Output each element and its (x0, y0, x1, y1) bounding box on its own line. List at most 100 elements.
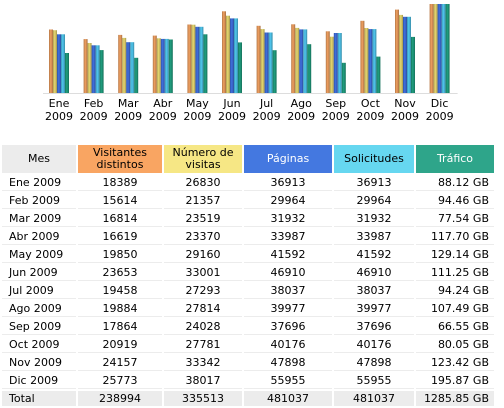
bar-nov-series-1 (395, 9, 399, 94)
bar-dic-series-2 (433, 4, 438, 93)
bar-feb-series-1 (83, 39, 88, 93)
bar-ene-series-4 (61, 34, 65, 93)
hits-cell: 46910 (334, 265, 414, 281)
hits-cell: 41592 (334, 247, 414, 263)
x-tick-month-label: Abr (153, 97, 173, 110)
table-row: Nov 2009 24157 33342 47898 47898 123.42 GB (2, 355, 494, 371)
x-tick-month-label: Oct (361, 97, 381, 110)
x-tick-year-label: 2009 (426, 110, 454, 123)
bar-oct-series-4 (372, 29, 377, 94)
bar-ago-series-1 (291, 24, 296, 93)
bar-ago-series-5 (307, 44, 312, 93)
bar-mar-series-3 (126, 42, 131, 93)
month-cell: Jul 2009 (2, 283, 76, 299)
bar-mar-series-2 (122, 37, 127, 93)
x-tick-month-label: Jun (222, 97, 240, 110)
x-tick-year-label: 2009 (218, 110, 246, 123)
header-visitors: Visitantes distintos (78, 145, 162, 173)
table-total-row: Total 238994 335513 481037 481037 1285.8… (2, 391, 494, 406)
x-tick-month-label: Mar (118, 97, 139, 110)
bandwidth-cell: 111.25 GB (416, 265, 494, 281)
bar-oct-series-5 (376, 56, 381, 93)
hits-cell: 39977 (334, 301, 414, 317)
visitors-cell: 15614 (78, 193, 162, 209)
visitors-cell: 19850 (78, 247, 162, 263)
visits-cell: 27293 (164, 283, 242, 299)
hits-cell: 33987 (334, 229, 414, 245)
month-cell: Dic 2009 (2, 373, 76, 389)
visits-cell: 26830 (164, 175, 242, 191)
bandwidth-cell: 94.24 GB (416, 283, 494, 299)
visits-cell: 24028 (164, 319, 242, 335)
bar-abr-series-4 (164, 38, 169, 93)
table-row: Sep 2009 17864 24028 37696 37696 66.55 GB (2, 319, 494, 335)
bar-abr-series-1 (152, 35, 157, 93)
visits-cell: 23370 (164, 229, 242, 245)
bar-may-series-2 (191, 24, 196, 94)
x-tick-month-label: May (186, 97, 209, 110)
visits-cell: 27781 (164, 337, 242, 353)
x-tick-year-label: 2009 (80, 110, 108, 123)
visits-cell: 33342 (164, 355, 242, 371)
bar-abr-series-3 (160, 38, 165, 93)
bar-oct-series-1 (360, 20, 365, 93)
bar-sep-series-3 (333, 33, 338, 93)
x-tick-month-label: Feb (84, 97, 103, 110)
visitors-cell: 19458 (78, 283, 162, 299)
bar-may-series-1 (187, 24, 192, 93)
bar-dic-series-4 (441, 4, 446, 93)
bandwidth-cell: 117.70 GB (416, 229, 494, 245)
header-pages: Páginas (244, 145, 332, 173)
pages-cell: 47898 (244, 355, 332, 371)
bar-sep-series-5 (341, 62, 346, 93)
month-cell: Jun 2009 (2, 265, 76, 281)
bar-dic-series-1 (429, 4, 434, 93)
pages-cell: 40176 (244, 337, 332, 353)
bandwidth-cell: 129.14 GB (416, 247, 494, 263)
header-month: Mes (2, 145, 76, 173)
month-cell: Nov 2009 (2, 355, 76, 371)
bar-sep-series-1 (325, 31, 330, 93)
x-tick-year-label: 2009 (183, 110, 211, 123)
table-row: Mar 2009 16814 23519 31932 31932 77.54 GB (2, 211, 494, 227)
hits-cell: 31932 (334, 211, 414, 227)
bar-abr-series-2 (156, 38, 161, 93)
bar-jun-series-4 (234, 18, 238, 93)
x-tick-year-label: 2009 (356, 110, 384, 123)
bar-feb-series-5 (99, 50, 104, 93)
total-pages: 481037 (244, 391, 332, 406)
visits-cell: 29160 (164, 247, 242, 263)
pages-cell: 36913 (244, 175, 332, 191)
hits-cell: 29964 (334, 193, 414, 209)
x-tick-year-label: 2009 (391, 110, 419, 123)
x-tick-year-label: 2009 (149, 110, 177, 123)
bar-jul-series-2 (260, 29, 265, 94)
month-cell: Mar 2009 (2, 211, 76, 227)
bar-mar-series-1 (118, 34, 123, 93)
bar-sep-series-2 (329, 36, 334, 93)
bar-jul-series-5 (272, 50, 277, 93)
pages-cell: 41592 (244, 247, 332, 263)
monthly-stats-table: Mes Visitantes distintos Número de visit… (0, 143, 496, 408)
bar-may-series-4 (199, 26, 204, 93)
month-cell: Oct 2009 (2, 337, 76, 353)
x-tick-month-label: Dic (431, 97, 449, 110)
x-tick-month-label: Ene (49, 97, 70, 110)
visitors-cell: 16814 (78, 211, 162, 227)
bar-ago-series-3 (299, 29, 304, 93)
bar-mar-series-5 (134, 57, 139, 93)
x-tick-year-label: 2009 (287, 110, 315, 123)
bar-sep-series-4 (337, 33, 342, 93)
bar-jul-series-1 (256, 25, 261, 93)
header-bandwidth: Tráfico (416, 145, 494, 173)
month-cell: Abr 2009 (2, 229, 76, 245)
visits-cell: 23519 (164, 211, 242, 227)
bar-nov-series-3 (403, 16, 407, 93)
total-bandwidth: 1285.85 GB (416, 391, 494, 406)
table-row: Abr 2009 16619 23370 33987 33987 117.70 GB (2, 229, 494, 245)
x-tick-month-label: Nov (394, 97, 416, 110)
bandwidth-cell: 77.54 GB (416, 211, 494, 227)
visitors-cell: 23653 (78, 265, 162, 281)
bar-ago-series-2 (295, 27, 300, 93)
total-hits: 481037 (334, 391, 414, 406)
